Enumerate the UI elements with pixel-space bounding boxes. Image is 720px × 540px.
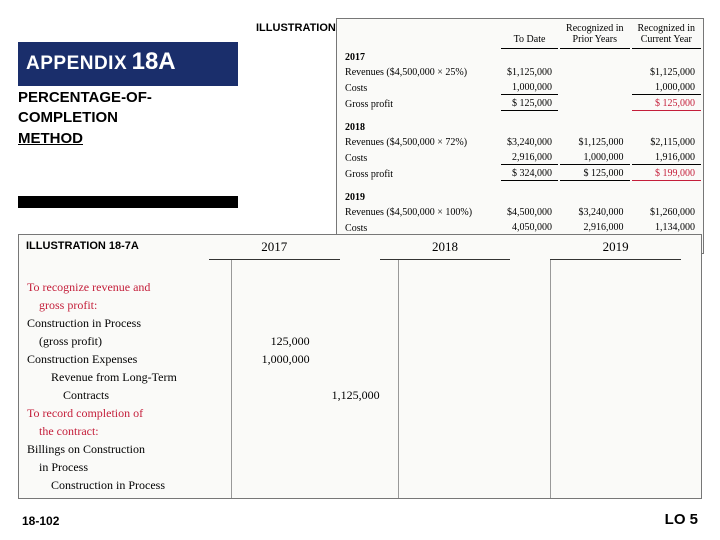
cost-label-2017: Costs — [339, 81, 499, 95]
cost-label-2018: Costs — [339, 151, 499, 165]
page-number: 18-102 — [22, 514, 59, 528]
entry-line: the contract: — [27, 422, 223, 440]
cell: 2,916,000 — [560, 221, 629, 235]
col-to-date: To Date — [501, 21, 558, 49]
table-row: Gross profit $ 324,000 $ 125,000 $ 199,0… — [339, 167, 701, 181]
cell: 1,000,000 — [632, 81, 701, 95]
cell: 1,916,000 — [632, 151, 701, 165]
table-row: Revenues ($4,500,000 × 100%) $4,500,000 … — [339, 206, 701, 219]
cell: $ 199,000 — [632, 167, 701, 181]
year-col-2017: 2017 — [209, 235, 340, 260]
entry-line: gross profit: — [27, 296, 223, 314]
entry-line: in Process — [27, 458, 223, 476]
entry-line: To record completion of — [27, 404, 223, 422]
table-row: Costs 4,050,000 2,916,000 1,134,000 — [339, 221, 701, 235]
cell: 1,000,000 — [560, 151, 629, 165]
gross-profit-table: To Date Recognized inPrior Years Recogni… — [336, 18, 704, 254]
cell: 4,050,000 — [501, 221, 558, 235]
cell: $ 125,000 — [632, 97, 701, 111]
col-2019 — [550, 260, 701, 498]
appendix-number: 18A — [132, 48, 176, 75]
rev-label-2017: Revenues ($4,500,000 × 25%) — [339, 66, 499, 79]
year-col-2019: 2019 — [550, 235, 681, 260]
cell — [560, 81, 629, 95]
rev-label-2019: Revenues ($4,500,000 × 100%) — [339, 206, 499, 219]
journal-entry-table: 2017 2018 2019 To recognize revenue and … — [18, 234, 702, 499]
entry-line: Billings on Construction — [27, 440, 223, 458]
year-2018: 2018 — [339, 121, 499, 134]
divider-bar — [18, 196, 238, 208]
cell — [560, 97, 629, 111]
method-title: PERCENTAGE-OF- COMPLETION METHOD — [18, 88, 238, 149]
year-2019: 2019 — [339, 191, 499, 204]
entry-labels-col: To recognize revenue and gross profit: C… — [19, 260, 231, 498]
table-row: Gross profit $ 125,000 $ 125,000 — [339, 97, 701, 111]
entry-line: Construction in Process — [27, 476, 223, 494]
method-line1: PERCENTAGE-OF- — [18, 88, 238, 108]
table-row: Revenues ($4,500,000 × 72%) $3,240,000 $… — [339, 136, 701, 149]
rev-label-2018: Revenues ($4,500,000 × 72%) — [339, 136, 499, 149]
cell: 1,134,000 — [632, 221, 701, 235]
appendix-word: APPENDIX — [26, 53, 127, 74]
cell: $1,125,000 — [632, 66, 701, 79]
cell: $3,240,000 — [560, 206, 629, 219]
cell: $ 125,000 — [560, 167, 629, 181]
col-prior-years: Recognized inPrior Years — [560, 21, 629, 49]
amount: 125,000 — [240, 332, 310, 350]
col-current-year: Recognized inCurrent Year — [632, 21, 701, 49]
year-2017: 2017 — [339, 51, 499, 64]
cell: $1,125,000 — [560, 136, 629, 149]
cell: $3,240,000 — [501, 136, 558, 149]
cell: 2,916,000 — [501, 151, 558, 165]
table-row: Costs 1,000,000 1,000,000 — [339, 81, 701, 95]
table-row: Costs 2,916,000 1,000,000 1,916,000 — [339, 151, 701, 165]
entry-line: (gross profit) — [27, 332, 223, 350]
gp-label-2017: Gross profit — [339, 97, 499, 111]
cell: $1,125,000 — [501, 66, 558, 79]
cell: $4,500,000 — [501, 206, 558, 219]
cell: $ 125,000 — [501, 97, 558, 111]
col-2017: 125,000 1,000,000 1,125,000 — [231, 260, 398, 498]
cell — [560, 66, 629, 79]
method-line3: METHOD — [18, 129, 238, 149]
cell: $ 324,000 — [501, 167, 558, 181]
gp-label-2018: Gross profit — [339, 167, 499, 181]
entry-line: Revenue from Long-Term — [27, 368, 223, 386]
cell: $2,115,000 — [632, 136, 701, 149]
amount: 1,000,000 — [240, 350, 310, 368]
cost-label-2019: Costs — [339, 221, 499, 235]
cell: 1,000,000 — [501, 81, 558, 95]
learning-objective: LO 5 — [665, 511, 698, 528]
table-header-row: To Date Recognized inPrior Years Recogni… — [339, 21, 701, 49]
col-2018 — [398, 260, 549, 498]
amount: 1,125,000 — [310, 386, 380, 404]
entry-line: Construction Expenses — [27, 350, 223, 368]
cell: $1,260,000 — [632, 206, 701, 219]
table-row: Revenues ($4,500,000 × 25%) $1,125,000 $… — [339, 66, 701, 79]
appendix-banner: APPENDIX 18A — [18, 42, 238, 86]
year-col-2018: 2018 — [380, 235, 511, 260]
illustration-label-bottom: ILLUSTRATION 18-7A — [26, 240, 139, 252]
entry-line: Contracts — [27, 386, 223, 404]
entry-line: To recognize revenue and — [27, 278, 223, 296]
entry-line: Construction in Process — [27, 314, 223, 332]
method-line2: COMPLETION — [18, 108, 238, 128]
